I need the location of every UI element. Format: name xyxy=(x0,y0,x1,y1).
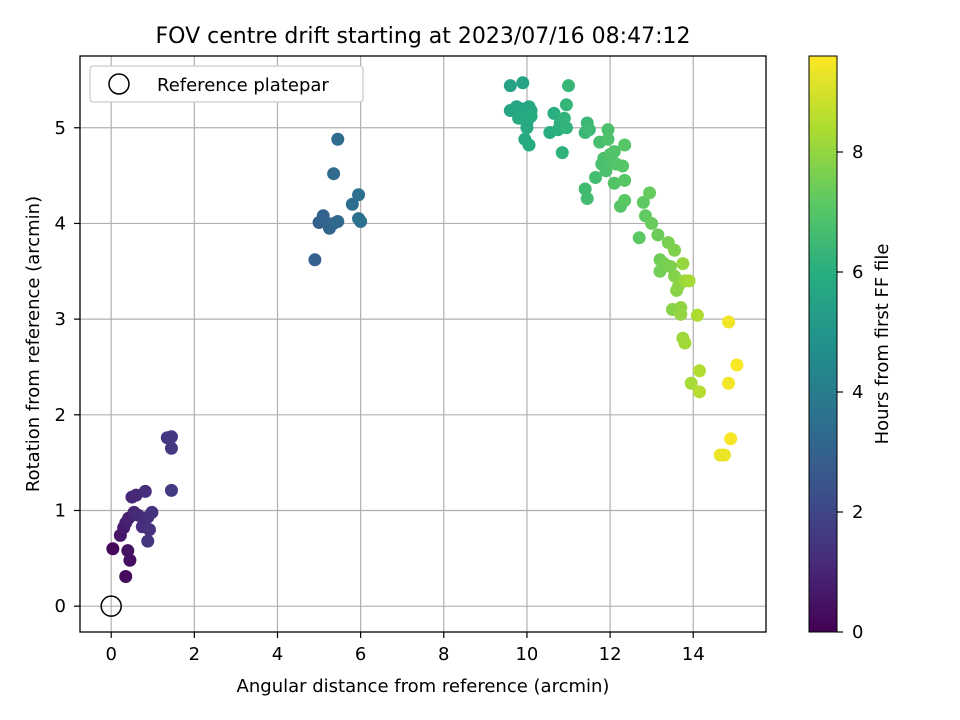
data-point xyxy=(524,109,538,123)
y-tick-label: 5 xyxy=(55,118,66,139)
data-point xyxy=(730,358,744,372)
data-point xyxy=(601,132,615,146)
x-tick-label: 8 xyxy=(438,644,449,665)
legend-box xyxy=(89,65,364,103)
data-point xyxy=(668,243,682,257)
data-point xyxy=(582,123,596,137)
legend-label: Reference platepar xyxy=(157,75,329,96)
x-tick-label: 14 xyxy=(682,644,705,665)
y-tick-label: 4 xyxy=(55,213,66,234)
data-point xyxy=(142,523,156,537)
data-point xyxy=(643,186,657,200)
data-point xyxy=(327,167,341,181)
y-tick-label: 1 xyxy=(55,500,66,521)
data-point xyxy=(722,315,736,329)
data-point xyxy=(599,164,613,178)
data-point xyxy=(164,441,178,455)
y-axis-label: Rotation from reference (arcmin) xyxy=(23,196,44,492)
data-point xyxy=(141,534,155,548)
data-point xyxy=(682,274,696,288)
data-point xyxy=(651,228,665,242)
colorbar-ticks: 0 2 4 6 8 xyxy=(837,142,863,643)
grid-lines xyxy=(80,56,766,632)
y-tick-label: 3 xyxy=(55,309,66,330)
data-point xyxy=(106,542,120,556)
chart-title: FOV centre drift starting at 2023/07/16 … xyxy=(156,24,691,49)
data-point xyxy=(674,307,688,321)
colorbar-label: Hours from first FF file xyxy=(872,244,893,445)
data-point xyxy=(559,121,573,135)
data-point xyxy=(717,448,731,462)
data-point xyxy=(138,484,152,498)
data-point xyxy=(601,123,615,137)
colorbar: 0 2 4 6 8 Hours from first FF file xyxy=(808,55,893,643)
data-point xyxy=(722,376,736,390)
data-point xyxy=(676,257,690,271)
x-tick-label: 4 xyxy=(272,644,283,665)
data-point xyxy=(607,176,621,190)
colorbar-tick-label: 6 xyxy=(852,262,863,283)
colorbar-tick-label: 2 xyxy=(852,502,863,523)
data-point xyxy=(632,231,646,245)
data-point xyxy=(684,376,698,390)
y-axis-ticks: 0 1 2 3 4 5 xyxy=(55,118,80,617)
colorbar-tick-label: 8 xyxy=(852,142,863,163)
data-point xyxy=(589,171,603,185)
data-point xyxy=(522,138,536,152)
data-point xyxy=(516,76,530,90)
data-point xyxy=(331,215,345,229)
data-point xyxy=(308,253,322,267)
y-tick-label: 0 xyxy=(55,596,66,617)
data-point xyxy=(555,146,569,160)
plot-frame xyxy=(79,55,767,633)
reference-point xyxy=(100,595,122,617)
data-point xyxy=(119,570,133,584)
data-point xyxy=(512,111,526,125)
x-axis-label: Angular distance from reference (arcmin) xyxy=(237,676,610,697)
data-point xyxy=(692,385,706,399)
data-point xyxy=(692,364,706,378)
data-point xyxy=(520,121,534,135)
colorbar-tick-label: 0 xyxy=(852,622,863,643)
x-tick-label: 2 xyxy=(189,644,200,665)
x-tick-label: 10 xyxy=(515,644,538,665)
data-point xyxy=(618,193,632,207)
data-point xyxy=(580,192,594,206)
data-point xyxy=(121,544,135,558)
data-point xyxy=(645,216,659,230)
colorbar-gradient xyxy=(808,55,838,633)
data-point xyxy=(164,430,178,444)
data-point xyxy=(562,79,576,93)
x-tick-label: 0 xyxy=(105,644,116,665)
data-point xyxy=(164,483,178,497)
reference-marker xyxy=(100,595,122,617)
data-point xyxy=(345,197,359,211)
y-tick-label: 2 xyxy=(55,405,66,426)
data-point xyxy=(607,145,621,159)
x-axis-ticks: 0 2 4 6 8 10 12 14 xyxy=(105,632,705,665)
colorbar-tick-label: 4 xyxy=(852,382,863,403)
data-point xyxy=(352,188,366,202)
data-point xyxy=(559,98,573,112)
data-point xyxy=(145,505,159,519)
legend-marker-icon xyxy=(108,73,130,95)
data-point xyxy=(547,106,561,120)
data-point xyxy=(678,336,692,350)
data-point xyxy=(636,195,650,209)
data-point xyxy=(616,159,630,173)
data-point xyxy=(724,432,738,446)
data-points xyxy=(106,76,744,584)
legend: Reference platepar xyxy=(89,65,364,103)
data-point xyxy=(503,79,517,93)
x-tick-label: 6 xyxy=(355,644,366,665)
data-point xyxy=(618,173,632,187)
data-point xyxy=(690,308,704,322)
data-point xyxy=(354,215,368,229)
x-tick-label: 12 xyxy=(599,644,622,665)
data-point xyxy=(331,132,345,146)
data-point xyxy=(618,138,632,152)
